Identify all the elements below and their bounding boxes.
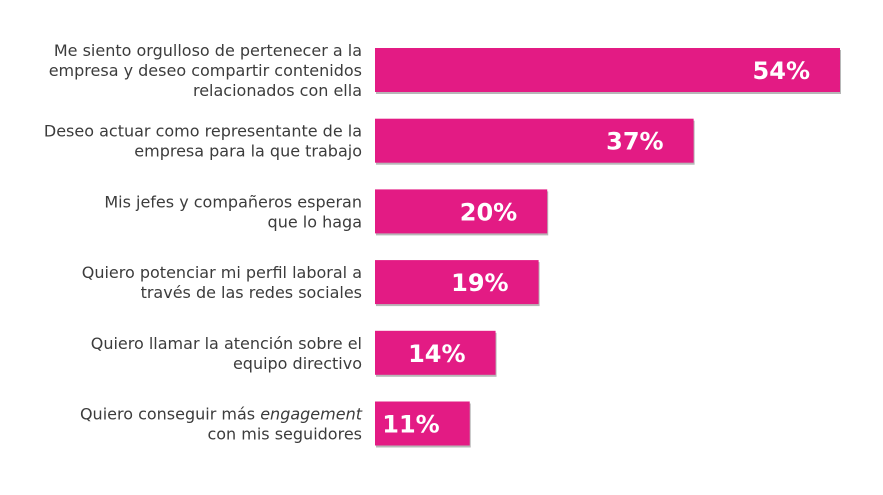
category-label-1: Deseo actuar como representante de la emp… (44, 122, 362, 161)
value-label-2: 20% (460, 198, 517, 226)
value-label-1: 37% (606, 128, 663, 156)
value-label-5: 11% (382, 411, 439, 439)
bars-group: 54% 37% 20% 19% 14% 11% (375, 48, 841, 448)
bar-4 (375, 330, 496, 375)
bar-0 (375, 48, 840, 92)
bar-3 (375, 260, 539, 305)
category-label-3: Quiero potenciar mi perfil laboral a trav… (82, 263, 362, 302)
category-labels-group: Me siento orgulloso de pertenecer a la em… (44, 41, 363, 444)
bar-5 (375, 401, 470, 446)
category-label-2: Mis jefes y compañeros esperan que lo hag… (104, 192, 362, 231)
category-label-0: Me siento orgulloso de pertenecer a la em… (49, 41, 362, 100)
value-label-4: 14% (408, 340, 465, 368)
bar-1 (375, 118, 694, 163)
category-label-4: Quiero llamar la atención sobre el equipo… (91, 334, 362, 373)
bar-2 (375, 189, 548, 234)
category-label-5: Quiero conseguir más engagement con mis s… (80, 405, 363, 444)
value-label-0: 54% (753, 57, 810, 85)
value-label-3: 19% (451, 269, 508, 297)
